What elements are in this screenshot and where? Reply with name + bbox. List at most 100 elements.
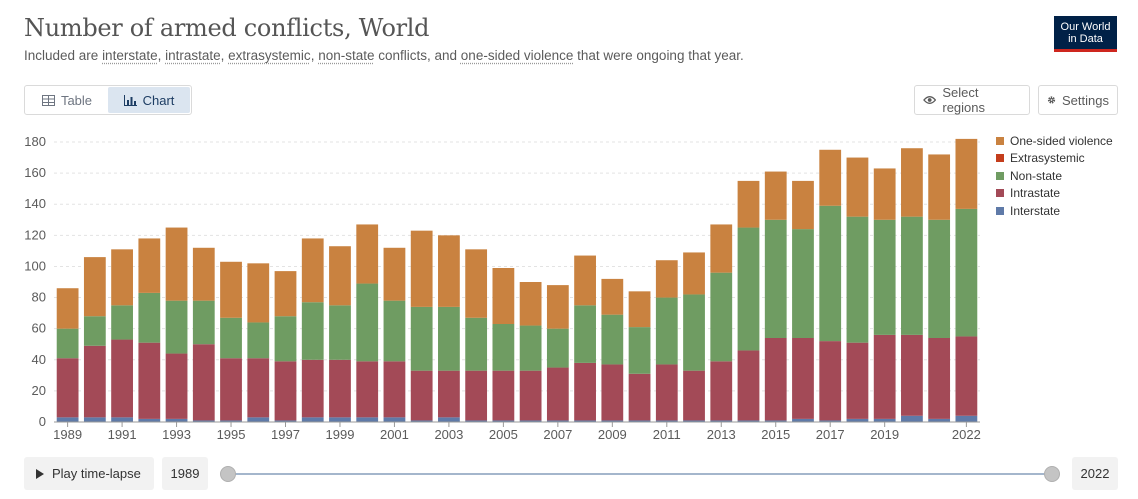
bar-interstate-1990: Interstate 1990: 3 bbox=[83, 417, 106, 422]
bar-intrastate-1994: Intrastate 1994: 49 bbox=[192, 344, 215, 421]
bar-one_sided-1999: One-sided violence 1999: 38 bbox=[329, 246, 351, 306]
y-tick-label: 0 bbox=[39, 414, 46, 429]
bar-one_sided-2009: One-sided violence 2009: 23 bbox=[601, 278, 624, 315]
bar-intrastate-2016: Intrastate 2016: 52 bbox=[792, 338, 814, 419]
bar-one_sided-1990: One-sided violence 1990: 38 bbox=[83, 257, 106, 317]
bar-interstate-2006: Interstate 2006: 1 bbox=[519, 420, 542, 422]
x-tick-label: 2013 bbox=[707, 427, 736, 442]
x-tick-label: 1993 bbox=[162, 427, 191, 442]
gear-icon bbox=[1047, 96, 1056, 104]
legend-label: Extrasystemic bbox=[1010, 151, 1085, 166]
bar-interstate-2019: Interstate 2019: 2 bbox=[873, 418, 896, 422]
bar-one_sided-2019: One-sided violence 2019: 33 bbox=[873, 168, 896, 220]
bar-non_state-2019: Non-state 2019: 74 bbox=[873, 219, 896, 335]
y-tick-label: 40 bbox=[32, 352, 46, 367]
timeline-start-handle[interactable] bbox=[220, 466, 236, 482]
bar-intrastate-1995: Intrastate 1995: 40 bbox=[220, 358, 242, 421]
select-regions-button[interactable]: Select regions bbox=[914, 85, 1030, 115]
bar-one_sided-1992: One-sided violence 1992: 35 bbox=[138, 238, 161, 293]
bar-interstate-2011: Interstate 2011: 1 bbox=[655, 420, 678, 422]
bar-intrastate-2009: Intrastate 2009: 36 bbox=[601, 364, 624, 421]
chart-icon bbox=[123, 94, 137, 106]
bar-intrastate-2013: Intrastate 2013: 38 bbox=[710, 361, 733, 421]
bar-non_state-2007: Non-state 2007: 25 bbox=[546, 328, 569, 368]
timeline-track[interactable] bbox=[228, 473, 1052, 475]
bar-one_sided-2020: One-sided violence 2020: 44 bbox=[901, 148, 923, 217]
x-tick-label: 2011 bbox=[653, 427, 681, 442]
bar-non_state-2016: Non-state 2016: 70 bbox=[792, 229, 814, 338]
y-tick-label: 180 bbox=[24, 134, 46, 149]
legend-swatch bbox=[996, 189, 1004, 198]
settings-button[interactable]: Settings bbox=[1038, 85, 1118, 115]
settings-label: Settings bbox=[1062, 92, 1109, 108]
bar-non_state-1995: Non-state 1995: 26 bbox=[220, 317, 242, 359]
legend-label: Non-state bbox=[1010, 168, 1063, 183]
bar-interstate-2018: Interstate 2018: 2 bbox=[846, 418, 869, 422]
bar-intrastate-2020: Intrastate 2020: 52 bbox=[901, 334, 923, 416]
play-icon bbox=[36, 468, 44, 479]
bar-interstate-2012: Interstate 2012: 1 bbox=[683, 420, 705, 422]
owid-logo[interactable]: Our World in Data bbox=[1054, 16, 1117, 52]
x-tick-label: 1997 bbox=[271, 427, 300, 442]
term-one-sided-violence[interactable]: one-sided violence bbox=[460, 48, 574, 63]
bar-non_state-2009: Non-state 2009: 32 bbox=[601, 314, 624, 365]
legend-label: One-sided violence bbox=[1010, 133, 1113, 148]
bar-interstate-2003: Interstate 2003: 3 bbox=[438, 417, 460, 422]
chart-legend: One-sided violence Extrasystemic Non-state… bbox=[996, 132, 1113, 220]
legend-item-intrastate[interactable]: Intrastate bbox=[996, 185, 1113, 203]
bar-intrastate-2005: Intrastate 2005: 32 bbox=[492, 370, 515, 421]
bar-intrastate-1991: Intrastate 1991: 50 bbox=[111, 339, 133, 418]
bar-one_sided-2004: One-sided violence 2004: 44 bbox=[465, 249, 488, 318]
bar-interstate-2004: Interstate 2004: 1 bbox=[465, 420, 488, 422]
tab-chart[interactable]: Chart bbox=[108, 87, 190, 113]
bar-interstate-2005: Interstate 2005: 1 bbox=[492, 420, 515, 422]
legend-item-interstate[interactable]: Interstate bbox=[996, 202, 1113, 220]
y-tick-label: 20 bbox=[32, 383, 46, 398]
term-intrastate[interactable]: intrastate bbox=[165, 48, 221, 63]
legend-item-non_state[interactable]: Non-state bbox=[996, 167, 1113, 185]
legend-item-one_sided[interactable]: One-sided violence bbox=[996, 132, 1113, 150]
bar-intrastate-1997: Intrastate 1997: 38 bbox=[274, 361, 297, 421]
bar-interstate-2000: Interstate 2000: 3 bbox=[356, 417, 379, 422]
legend-swatch bbox=[996, 136, 1004, 145]
bar-one_sided-1993: One-sided violence 1993: 47 bbox=[165, 227, 188, 301]
x-tick-label: 2009 bbox=[598, 427, 627, 442]
bar-intrastate-2008: Intrastate 2008: 37 bbox=[574, 362, 596, 421]
bar-interstate-2015: Interstate 2015: 1 bbox=[764, 420, 787, 422]
bar-intrastate-2019: Intrastate 2019: 54 bbox=[873, 334, 896, 419]
y-tick-label: 140 bbox=[24, 196, 46, 211]
bar-interstate-2008: Interstate 2008: 1 bbox=[574, 420, 596, 422]
x-tick-label: 2005 bbox=[489, 427, 518, 442]
term-non-state[interactable]: non-state bbox=[318, 48, 375, 63]
term-interstate[interactable]: interstate bbox=[102, 48, 158, 63]
bar-intrastate-2007: Intrastate 2007: 34 bbox=[546, 367, 569, 421]
bar-non_state-1997: Non-state 1997: 29 bbox=[274, 316, 297, 362]
bar-interstate-1996: Interstate 1996: 3 bbox=[247, 417, 270, 422]
legend-swatch bbox=[996, 154, 1004, 163]
bar-intrastate-1990: Intrastate 1990: 46 bbox=[83, 345, 106, 418]
bar-non_state-2011: Non-state 2011: 43 bbox=[655, 297, 678, 365]
legend-label: Intrastate bbox=[1010, 186, 1061, 201]
bar-interstate-2020: Interstate 2020: 4 bbox=[901, 415, 923, 422]
timeline-end-handle[interactable] bbox=[1044, 466, 1060, 482]
x-tick-label: 1995 bbox=[217, 427, 246, 442]
term-extrasystemic[interactable]: extrasystemic bbox=[228, 48, 311, 63]
x-tick-label: 2001 bbox=[380, 427, 409, 442]
bar-interstate-2013: Interstate 2013: 1 bbox=[710, 420, 733, 422]
stacked-bar-chart: 0 20 40 60 80 100 120 140 160 180 Interstate 1989:… bbox=[24, 134, 981, 442]
legend-item-extrasystemic[interactable]: Extrasystemic bbox=[996, 150, 1113, 168]
end-year-label[interactable]: 2022 bbox=[1072, 457, 1118, 490]
start-year-label[interactable]: 1989 bbox=[162, 457, 208, 490]
chart-title: Number of armed conflicts, World bbox=[24, 14, 430, 42]
bar-one_sided-2001: One-sided violence 2001: 34 bbox=[383, 247, 406, 301]
bar-intrastate-2022: Intrastate 2022: 51 bbox=[955, 336, 978, 416]
subtitle-middle: conflicts, and bbox=[374, 48, 461, 63]
x-tick-label: 2022 bbox=[952, 427, 981, 442]
view-tabs: Table Chart bbox=[24, 85, 192, 115]
bar-one_sided-2002: One-sided violence 2002: 49 bbox=[410, 230, 433, 307]
play-timelapse-button[interactable]: Play time-lapse bbox=[24, 457, 154, 490]
bar-interstate-2010: Interstate 2010: 1 bbox=[628, 420, 651, 422]
tab-table[interactable]: Table bbox=[26, 87, 108, 113]
bar-one_sided-1989: One-sided violence 1989: 26 bbox=[56, 288, 79, 329]
bar-one_sided-2000: One-sided violence 2000: 38 bbox=[356, 224, 379, 284]
